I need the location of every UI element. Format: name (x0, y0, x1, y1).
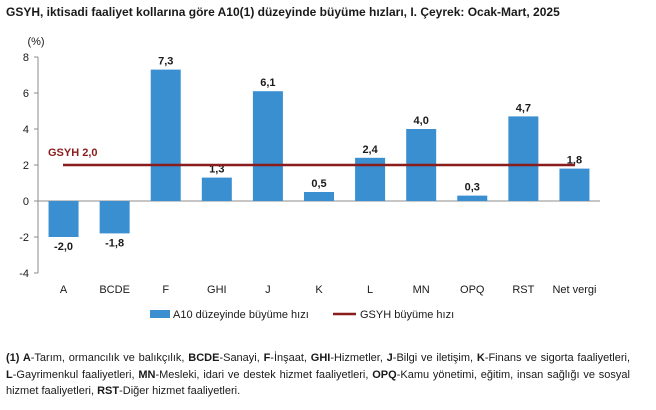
footnote-code: RST (97, 385, 120, 397)
category-label: MN (413, 284, 430, 296)
category-label: RST (512, 284, 534, 296)
footnote-text: -Gayrimenkul faaliyetleri, (12, 368, 139, 381)
footnote-text: -Finans ve sigorta faaliyetleri, (484, 352, 630, 364)
footnote-code: L (6, 368, 13, 381)
data-label: 1,8 (567, 155, 582, 167)
footnote: (1) A-Tarım, ormancılık ve balıkçılık, B… (6, 350, 630, 400)
category-label: J (265, 284, 271, 296)
category-label: GHI (207, 284, 227, 296)
data-label: 2,4 (362, 144, 378, 156)
bar-opq (457, 195, 488, 201)
category-label: L (367, 284, 373, 296)
category-label: OPQ (460, 284, 485, 296)
footnote-text: -İnşaat, (270, 352, 311, 364)
data-label: 0,3 (465, 182, 480, 194)
bar-f (150, 69, 181, 201)
footnote-code: J (386, 352, 393, 364)
footnote-code: GHI (310, 352, 331, 364)
bar-k (304, 192, 334, 201)
footnote-code: K (476, 352, 485, 364)
data-label: 0,5 (311, 178, 326, 190)
footnote-text: -Mesleki, idari ve destek hizmet faaliye… (155, 368, 373, 381)
data-label: -2,0 (54, 241, 73, 253)
data-label: 4,0 (414, 115, 429, 127)
bar-bcde (99, 201, 130, 234)
category-label: Net vergi (552, 284, 596, 296)
footnote-code: MN (138, 368, 156, 381)
bar-net-vergi (559, 168, 590, 201)
bar-ghi (201, 177, 232, 201)
data-label: -1,8 (105, 237, 124, 249)
data-label: 7,3 (158, 56, 173, 68)
footnote-text: -Diğer hizmet faaliyetleri. (119, 385, 241, 397)
legend-label-line: GSYH büyüme hızı (360, 309, 454, 321)
y-tick-label: 8 (23, 52, 29, 64)
data-label: 4,7 (516, 102, 531, 114)
category-label: BCDE (99, 284, 130, 296)
y-tick-label: 2 (23, 160, 29, 172)
footnote-code: OPQ (372, 368, 397, 381)
footnote-code: F (263, 352, 271, 364)
footnote-text: -Hizmetler, (330, 352, 387, 364)
y-tick-label: -4 (19, 268, 29, 280)
category-label: A (60, 284, 68, 296)
y-axis-label: (%) (27, 36, 44, 48)
category-label: F (162, 284, 169, 296)
footnote-text: -Bilgi ve iletişim, (392, 352, 477, 364)
legend-label-bars: A10 düzeyinde büyüme hızı (173, 309, 309, 321)
y-tick-label: 0 (23, 196, 29, 208)
footnote-text: -Kamu yönetimi, eğitim, insan sağlığı ve… (6, 368, 630, 398)
footnote-code: BCDE (188, 352, 220, 364)
data-label: 1,3 (209, 164, 224, 176)
y-tick-label: -2 (19, 232, 29, 244)
chart-title: GSYH, iktisadi faaliyet kollarına göre A… (6, 5, 560, 19)
y-tick-label: 4 (23, 124, 29, 136)
category-label: K (315, 284, 323, 296)
y-tick-label: 6 (23, 88, 29, 100)
legend-swatch-bars (150, 310, 170, 318)
bar-a (48, 201, 79, 237)
footnote-text: -Tarım, ormancılık ve balıkçılık, (30, 352, 189, 364)
bar-j (252, 91, 283, 201)
chart-area: (%) -4 -2 0 2 4 6 8 -2,0 A -1,8 BCDE 7,3 F 1,3 GHI 6,1 J 0… (19, 36, 600, 321)
footnote-text: -Sanayi, (219, 352, 264, 364)
footnote-code: (1) (6, 352, 23, 364)
gsyh-reference-label: GSYH 2,0 (48, 147, 98, 159)
footnote-code: A (22, 352, 31, 364)
bar-rst (508, 116, 539, 201)
data-label: 6,1 (260, 77, 275, 89)
